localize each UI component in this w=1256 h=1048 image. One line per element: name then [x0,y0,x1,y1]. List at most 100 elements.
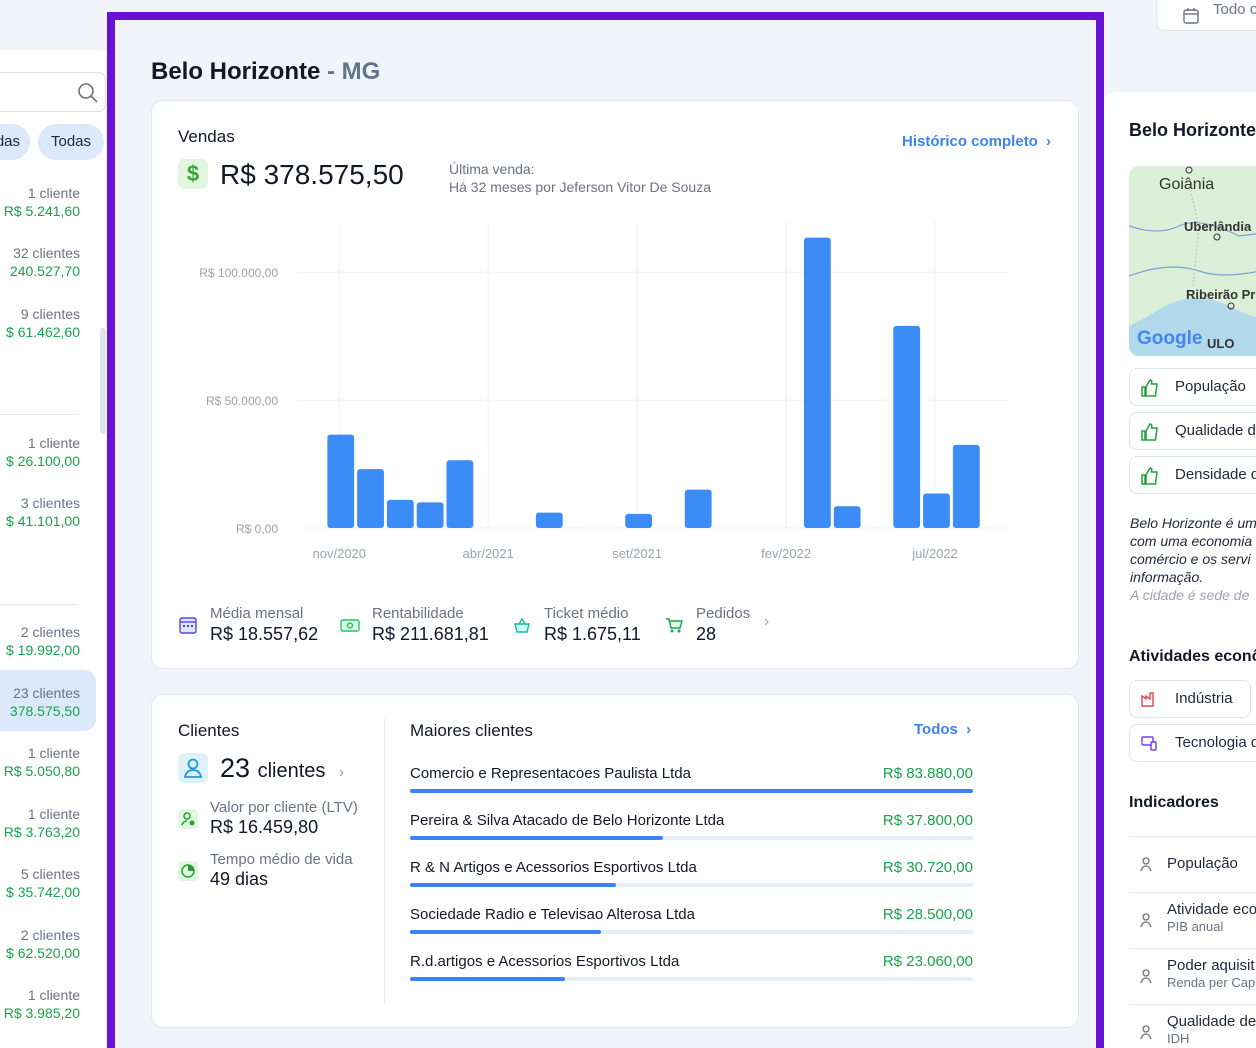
lifetime-label: Tempo médio de vida [210,851,353,868]
client-name: Comercio e Representacoes Paulista Ltda [410,765,691,782]
stat-value: R$ 1.675,11 [544,624,641,644]
top-client-row[interactable]: Sociedade Radio e Televisao Alterosa Ltd… [410,906,973,923]
region-row[interactable]: 1 cliente R$ 5.241,60 [4,184,80,220]
stat-label: Ticket médio [544,605,629,622]
y-tick-label: R$ 100.000,00 [199,266,278,280]
top-client-row[interactable]: R.d.artigos e Acessorios Esportivos Ltda… [410,953,973,970]
city-description: Belo Horizonte é um com uma economia comér… [1130,514,1256,604]
top-client-row[interactable]: R & N Artigos e Acessorios Esportivos Lt… [410,859,973,876]
ltv-value: R$ 16.459,80 [210,817,319,837]
description-line: Belo Horizonte é um [1130,515,1256,531]
region-row[interactable]: 23 clientes 378.575,50 [10,684,80,720]
list-scrollbar[interactable] [100,328,106,434]
stat-label: Média mensal [210,605,304,622]
map-label: ULO [1207,336,1235,351]
dollar-icon: $ [178,159,208,189]
period-select[interactable]: Todo o [1156,0,1256,31]
sales-stat: Ticket médio R$ 1.675,11 [544,605,641,645]
city-map[interactable]: Goiânia Uberlândia Ribeirão Pr Google UL… [1129,166,1256,356]
region-row[interactable]: 1 cliente R$ 5.050,80 [4,744,80,780]
clients-count[interactable]: 23 clientes › [220,753,344,784]
region-sales-value: R$ 3.985,20 [3,1005,80,1021]
client-share-fill [410,977,565,981]
rating-tag[interactable]: População [1129,368,1256,406]
thumbs-up-icon [1141,467,1158,485]
chevron-right-icon: › [338,764,345,781]
map-label: Ribeirão Pr [1186,287,1256,302]
filter-pill-all[interactable]: Todas [38,124,104,160]
client-amount: R$ 28.500,00 [882,906,973,923]
region-client-count: 1 cliente [27,806,80,822]
region-sales-value: $ 19.992,00 [6,642,80,658]
region-sales-value: $ 35.742,00 [6,884,80,900]
sales-stat: Média mensal R$ 18.557,62 [210,605,318,645]
history-link[interactable]: Histórico completo › [902,133,1051,150]
client-amount: R$ 37.800,00 [882,812,973,829]
region-row[interactable]: 9 clientes $ 61.462,60 [6,305,80,341]
map-label: Uberlândia [1184,219,1252,234]
region-row[interactable]: 2 clientes $ 19.992,00 [6,623,80,659]
clients-card: Clientes 23 clientes › Valor por cliente… [151,694,1079,1028]
region-row[interactable]: 3 clientes $ 41.101,00 [6,494,80,530]
activity-industry[interactable]: Indústria [1129,680,1251,718]
top-client-row[interactable]: Comercio e Representacoes Paulista Ltda R… [410,765,973,782]
state-code: MG [341,58,381,85]
card-divider [384,719,385,1003]
sales-total: R$ 378.575,50 [220,159,404,190]
indicator-icon [1140,1025,1152,1040]
top-client-row[interactable]: Pereira & Silva Atacado de Belo Horizont… [410,812,973,829]
activity-label: Tecnologia d [1175,734,1256,751]
history-link-label: Histórico completo [902,133,1038,150]
page-title: Belo Horizonte - MG [151,58,380,86]
region-client-count: 5 clientes [20,866,80,882]
clients-count-number: 23 [220,753,251,783]
indicator-row[interactable]: Atividade eco PIB anual [1129,892,1256,948]
all-clients-label: Todos [914,721,958,738]
selected-row-highlight [0,670,96,731]
stats-next-icon[interactable]: › [764,613,770,630]
sales-stat: Pedidos 28 [696,605,750,645]
region-sales-value: 378.575,50 [9,703,80,719]
city-name: Belo Horizonte [151,58,321,85]
region-row[interactable]: 32 clientes 240.527,70 [10,244,80,280]
stat-value: R$ 18.557,62 [210,624,319,644]
region-row[interactable]: 1 cliente $ 26.100,00 [6,434,80,470]
region-row[interactable]: 5 clientes $ 35.742,00 [6,865,80,901]
client-share-bar [410,789,973,793]
thumbs-up-icon [1141,423,1158,441]
region-list: das Todas 1 cliente R$ 5.241,60 32 cliente… [0,50,106,1048]
region-row[interactable]: 2 clientes $ 62.520,00 [6,926,80,962]
indicator-subtitle: IDH [1167,1031,1190,1046]
region-search-input[interactable] [0,72,106,112]
region-sales-value: $ 26.100,00 [6,453,80,469]
calendar-icon [179,617,197,634]
filter-pill-partial[interactable]: das [0,124,30,160]
region-row[interactable]: 1 cliente R$ 3.763,20 [4,805,80,841]
money-icon [340,619,360,632]
sales-card: Vendas Histórico completo › $ R$ 378.575… [151,100,1079,669]
client-name: Sociedade Radio e Televisao Alterosa Ltd… [410,906,695,923]
client-share-fill [410,883,617,887]
indicator-row[interactable]: Qualidade de IDH [1129,1004,1256,1048]
indicator-row[interactable]: Poder aquisit Renda per Cap [1129,948,1256,1004]
google-logo: Google [1137,328,1203,349]
indicator-row[interactable]: População [1129,836,1256,892]
region-sales-value: $ 41.101,00 [6,513,80,529]
region-row[interactable]: 1 cliente R$ 3.985,20 [4,986,80,1022]
stat-value: 28 [696,624,717,644]
thumbs-up-icon [1141,379,1158,397]
chevron-right-icon: › [966,721,972,738]
all-clients-link[interactable]: Todos › [914,721,971,738]
ltv-icon [178,809,198,829]
description-line: informação. [1130,569,1204,585]
list-divider [0,604,78,605]
indicator-subtitle: PIB anual [1167,919,1224,934]
indicator-icon [1140,857,1152,872]
rating-tag[interactable]: Densidade d [1129,456,1256,494]
top-clients-title: Maiores clientes [410,721,533,740]
activity-technology[interactable]: Tecnologia d [1129,724,1256,762]
map-label: Goiânia [1159,176,1215,193]
clients-count-suffix: clientes [257,760,326,782]
region-client-count: 2 clientes [20,624,80,640]
rating-tag[interactable]: Qualidade de [1129,412,1256,450]
